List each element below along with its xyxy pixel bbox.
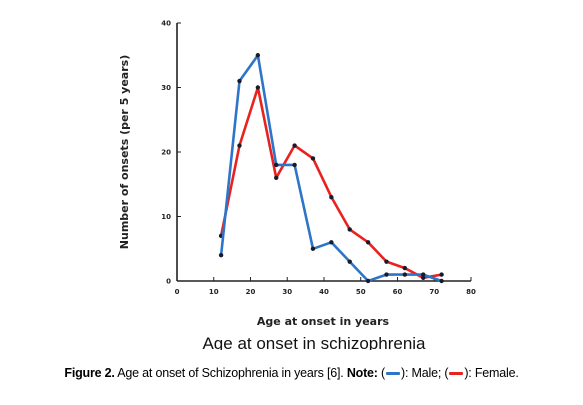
chart: 0 10 20 30 40 50 60 70 80 0 10 20 30 40 Number of ons…: [118, 20, 476, 351]
x-axis-label: Age at onset in years: [257, 315, 390, 328]
y-tick-label: 0: [166, 278, 171, 286]
female-data-point: [402, 265, 408, 271]
x-tick-label: 60: [393, 288, 403, 296]
y-tick-label: 30: [161, 84, 171, 92]
series-layer: [218, 53, 444, 284]
x-tick-label: 50: [356, 288, 366, 296]
female-legend-swatch: [449, 372, 464, 376]
x-tick-label: 20: [246, 288, 256, 296]
y-tick-label: 20: [161, 149, 171, 157]
male-data-point: [384, 272, 389, 277]
x-tick-label: 0: [175, 288, 180, 296]
x-tick-label: 10: [209, 288, 219, 296]
male-data-point: [218, 253, 224, 258]
caption-open-paren: (: [377, 366, 386, 380]
y-tick-label: 40: [161, 20, 171, 28]
x-tick-label: 70: [429, 288, 439, 296]
caption-male-text: ): Male; (: [401, 366, 449, 380]
male-data-point: [310, 246, 316, 251]
female-data-point: [310, 156, 316, 161]
x-tick-label: 80: [466, 288, 476, 296]
male-data-point: [255, 53, 261, 58]
female-data-point: [292, 143, 297, 148]
axes: 0 10 20 30 40 50 60 70 80 0 10 20 30 40: [161, 20, 476, 297]
female-data-point: [384, 259, 389, 264]
male-data-point: [439, 278, 444, 284]
caption-text: Age at onset of Schizophrenia in years […: [114, 366, 347, 380]
female-data-point: [439, 272, 444, 277]
caption-note-label: Note:: [346, 366, 378, 380]
male-data-point: [347, 259, 352, 264]
male-series-line: [219, 53, 443, 283]
male-data-point: [365, 278, 371, 284]
chart-title: Age at onset in schizophrenia: [202, 334, 426, 350]
x-tick-label: 40: [319, 288, 329, 296]
female-data-point: [347, 227, 352, 232]
male-data-point: [421, 272, 426, 277]
female-series-line: [219, 86, 442, 280]
female-data-point: [421, 275, 426, 280]
y-axis-label: Number of onsets (per 5 years): [118, 55, 131, 249]
male-data-point: [274, 162, 279, 168]
male-data-point: [292, 162, 297, 168]
female-data-point: [274, 175, 279, 180]
y-tick-label: 10: [161, 213, 171, 221]
figure-caption: Figure 2. Age at onset of Schizophrenia …: [0, 366, 583, 380]
female-data-point: [329, 194, 334, 200]
female-data-point: [365, 240, 371, 245]
x-tick-label: 30: [282, 288, 292, 296]
male-data-point: [402, 272, 408, 277]
male-data-point: [237, 78, 242, 84]
female-data-point: [255, 85, 261, 90]
caption-figure-label: Figure 2.: [64, 366, 115, 380]
male-legend-swatch: [386, 372, 401, 376]
male-data-point: [329, 240, 334, 245]
female-data-point: [237, 143, 242, 148]
caption-female-text: ): Female.: [464, 366, 519, 380]
